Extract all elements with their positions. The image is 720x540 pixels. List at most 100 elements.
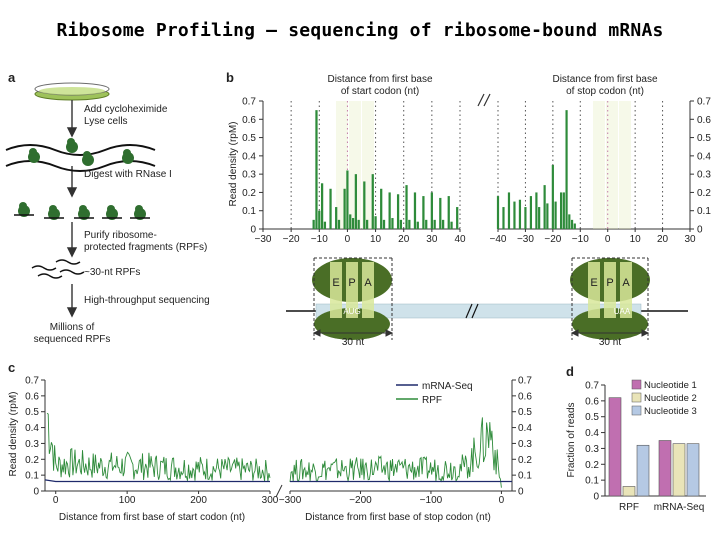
d-ytick-label: 0.5 xyxy=(585,412,599,423)
c-ytick-label-left: 0.7 xyxy=(25,376,39,387)
b-ytick-label-right: 0.3 xyxy=(697,170,711,181)
legend-n1-swatch xyxy=(631,379,642,390)
c-xtick-label-stop: −300 xyxy=(279,495,302,506)
b-bar-stop xyxy=(570,219,574,229)
ribosome-diagram: E P A AUG E P A UAA 30 nt 30 nt xyxy=(286,257,688,348)
panel-c-lines xyxy=(44,412,512,488)
panel-d: d Fraction of reads 0 0.1 0.2 0.3 0.4 0.5 0.6 0… xyxy=(566,364,706,513)
b-bar-start xyxy=(439,197,442,229)
b-bar-stop xyxy=(573,223,576,229)
label-sequenced-rpfs: sequenced RPFs xyxy=(34,334,111,345)
d-bar-rpf-n2 xyxy=(622,486,636,497)
c-ytick-label-left: 0.5 xyxy=(25,407,39,418)
b-bar-start xyxy=(346,170,349,229)
b-bar-stop xyxy=(559,192,563,229)
b-bar-start xyxy=(430,192,433,229)
d-category-label: mRNA-Seq xyxy=(654,502,705,513)
ribosome-icons-bound xyxy=(28,138,134,166)
d-bar-mrna-seq-n1 xyxy=(658,440,672,497)
b-bar-start xyxy=(349,214,352,229)
panel-c: c Read density (rpM) 0 100 200 300 −300 −200 −… xyxy=(8,360,532,523)
b-xtick-label-start: 10 xyxy=(370,234,382,245)
site-a-stop: A xyxy=(622,277,630,289)
b-ytick-label-left: 0.1 xyxy=(242,206,256,217)
legend-n2-label: Nucleotide 2 xyxy=(644,393,697,404)
footprint-length-arrows xyxy=(312,329,650,337)
b-bar-start xyxy=(388,192,391,229)
step-lyse-cells: Lyse cells xyxy=(84,116,128,127)
legend-n3-swatch xyxy=(631,405,642,416)
d-bar-rpf-n1 xyxy=(608,397,622,497)
b-bar-start xyxy=(312,219,315,229)
b-codon-stripe-stop xyxy=(606,101,618,229)
panel-b-axes: −30 −20 −10 0 10 20 30 40 −40 −30 −20 −10 0 10 20 300 00… xyxy=(242,97,711,246)
b-bar-start xyxy=(337,219,341,229)
b-ytick-label-left: 0.5 xyxy=(242,133,256,144)
c-ytick-label-right: 0.6 xyxy=(518,391,532,402)
b-bar-stop xyxy=(554,201,557,229)
panel-c-xlabel-start: Distance from first base of start codon … xyxy=(59,512,245,523)
b-ytick-label-left: 0.3 xyxy=(242,170,256,181)
b-bar-start xyxy=(447,196,450,229)
c-ytick-label-right: 0.7 xyxy=(518,376,532,387)
b-bar-start xyxy=(323,221,327,229)
d-category-label: RPF xyxy=(619,502,639,513)
b-ytick-label-right: 0.4 xyxy=(697,151,711,162)
b-codon-stripe-start xyxy=(349,101,361,229)
b-bar-stop xyxy=(562,192,565,229)
b-bar-start xyxy=(391,218,394,229)
panel-c-legend: mRNA-Seq RPF xyxy=(396,381,473,406)
b-bar-start xyxy=(366,219,369,229)
legend-rpf-label: RPF xyxy=(422,395,442,406)
b-bar-stop xyxy=(518,199,522,229)
legend-n2-swatch xyxy=(631,392,642,403)
b-ytick-label-left: 0.2 xyxy=(242,188,256,199)
b-bar-start xyxy=(357,219,360,229)
panel-d-bars xyxy=(608,397,700,497)
b-bar-start xyxy=(351,218,355,229)
axis-break-mrna xyxy=(465,303,479,319)
b-codon-stripe-stop xyxy=(593,101,605,229)
b-xtick-label-start: −20 xyxy=(283,234,300,245)
b-xtick-label-stop: 30 xyxy=(684,234,696,245)
d-bar-rpf-n3 xyxy=(636,444,650,497)
footprint-brackets xyxy=(313,257,649,340)
panel-b-bars xyxy=(312,110,576,229)
b-bar-stop xyxy=(529,196,533,229)
label-millions-of: Millions of xyxy=(50,322,95,333)
b-codon-stripe-start xyxy=(336,101,348,229)
b-bar-stop xyxy=(568,214,571,229)
panel-a-letter: a xyxy=(8,70,16,85)
step-purify-rpfs: protected fragments (RPFs) xyxy=(84,242,207,253)
b-bar-stop xyxy=(538,207,541,229)
ribosome-stop-icon: E P A UAA xyxy=(570,258,650,340)
b-bar-start xyxy=(354,174,357,229)
b-codon-stripe-stop xyxy=(619,101,631,229)
start-header-line1: Distance from first base xyxy=(327,74,432,85)
c-xtick-label-start: 0 xyxy=(53,495,59,506)
b-xtick-label-start: 40 xyxy=(454,234,466,245)
b-bar-stop xyxy=(535,192,538,229)
d-ytick-label: 0.4 xyxy=(585,428,599,439)
b-bar-start xyxy=(343,188,346,229)
b-bar-start xyxy=(374,216,377,229)
b-xtick-label-start: 20 xyxy=(398,234,410,245)
c-axis-break xyxy=(275,484,283,498)
d-ytick-label: 0.1 xyxy=(585,476,599,487)
c-ytick-label-left: 0 xyxy=(33,487,39,498)
b-bar-stop xyxy=(546,203,549,229)
d-ytick-label: 0.7 xyxy=(585,381,599,392)
b-ytick-label-left: 0 xyxy=(250,225,256,236)
step-sequencing: High-throughput sequencing xyxy=(84,295,210,306)
panel-d-ylabel: Fraction of reads xyxy=(566,402,577,477)
footprint-label-stop: 30 nt xyxy=(599,337,621,348)
d-ytick-label: 0.2 xyxy=(585,460,599,471)
b-bar-stop xyxy=(524,207,527,229)
panel-b: b Distance from first base of start codo… xyxy=(226,70,711,245)
c-ytick-label-left: 0.4 xyxy=(25,423,39,434)
b-bar-start xyxy=(315,110,318,229)
b-bar-start xyxy=(450,221,453,229)
c-ytick-label-left: 0.6 xyxy=(25,391,39,402)
b-ytick-label-right: 0.1 xyxy=(697,206,711,217)
c-xtick-label-stop: −200 xyxy=(349,495,372,506)
